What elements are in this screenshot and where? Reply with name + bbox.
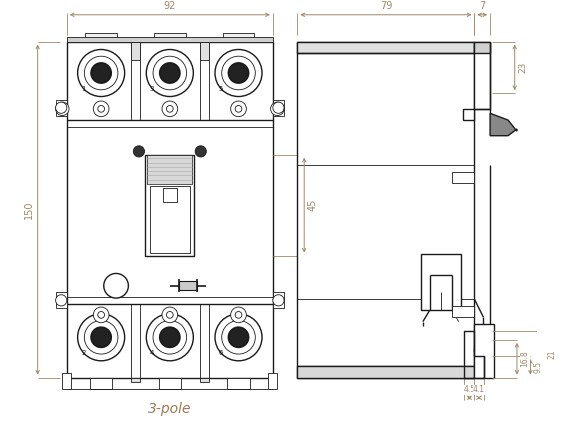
Text: 150: 150 [24,200,34,219]
Bar [62,373,71,389]
Circle shape [98,105,104,112]
Circle shape [222,321,255,354]
Text: 4.5: 4.5 [463,385,475,394]
Circle shape [222,56,255,90]
Bar [90,377,112,389]
Text: 7: 7 [479,1,485,11]
Text: 2: 2 [81,350,85,356]
Text: 4: 4 [150,350,154,356]
Text: 4.1: 4.1 [473,385,485,394]
Bar [273,292,284,308]
Bar [297,366,475,377]
Bar [452,172,475,183]
Text: 5: 5 [218,86,223,92]
Bar [268,373,277,389]
Circle shape [84,321,118,354]
Circle shape [195,146,206,157]
Circle shape [275,106,280,112]
Bar [273,100,284,116]
Circle shape [162,307,178,323]
Circle shape [235,105,242,112]
Bar [452,306,475,317]
Circle shape [228,327,249,348]
Text: 6: 6 [218,350,223,356]
Bar [200,377,209,382]
Circle shape [134,146,145,157]
Bar [223,33,254,41]
Circle shape [153,56,187,90]
Polygon shape [490,113,517,136]
Text: 92: 92 [164,1,176,11]
Text: 9.5: 9.5 [534,361,542,373]
Bar [179,281,197,290]
Circle shape [215,314,262,361]
Circle shape [167,311,173,318]
Circle shape [59,106,65,112]
Circle shape [98,311,104,318]
Circle shape [56,295,67,306]
Text: 23: 23 [518,62,527,73]
Circle shape [91,327,111,348]
Bar [150,186,190,253]
Circle shape [270,102,284,116]
Bar [163,188,177,202]
Bar [148,155,192,184]
Bar [56,292,67,308]
Circle shape [77,314,125,361]
Bar [145,155,195,255]
Bar [67,41,273,377]
Circle shape [235,311,242,318]
Bar [475,41,490,109]
Bar [475,41,490,53]
Circle shape [160,63,180,83]
Circle shape [146,49,194,97]
Bar [475,324,494,377]
Bar [56,100,67,116]
Bar [463,109,475,120]
Bar [85,33,117,41]
Circle shape [228,63,249,83]
Circle shape [77,49,125,97]
Text: 45: 45 [307,199,318,211]
Circle shape [273,295,284,306]
Bar [159,377,181,389]
Circle shape [84,56,118,90]
Bar [421,254,461,310]
Bar [131,377,140,382]
Circle shape [160,327,180,348]
Text: 1: 1 [81,86,85,92]
Text: 3: 3 [150,86,154,92]
Bar [67,37,273,41]
Circle shape [146,314,194,361]
Circle shape [93,101,109,117]
Circle shape [153,321,187,354]
Bar [131,41,140,60]
Circle shape [56,102,69,116]
Bar [297,41,475,377]
Text: 3-pole: 3-pole [148,402,191,416]
Circle shape [93,307,109,323]
Circle shape [56,102,67,113]
Bar [297,41,475,53]
Text: 16.8: 16.8 [521,351,530,367]
Bar [154,33,186,41]
Circle shape [231,307,246,323]
Circle shape [167,105,173,112]
Circle shape [104,273,128,298]
Circle shape [273,102,284,113]
Circle shape [215,49,262,97]
Circle shape [91,63,111,83]
Circle shape [162,101,178,117]
Text: 21: 21 [547,349,556,359]
Bar [200,41,209,60]
Circle shape [231,101,246,117]
Text: 79: 79 [380,1,392,11]
Bar [227,377,250,389]
